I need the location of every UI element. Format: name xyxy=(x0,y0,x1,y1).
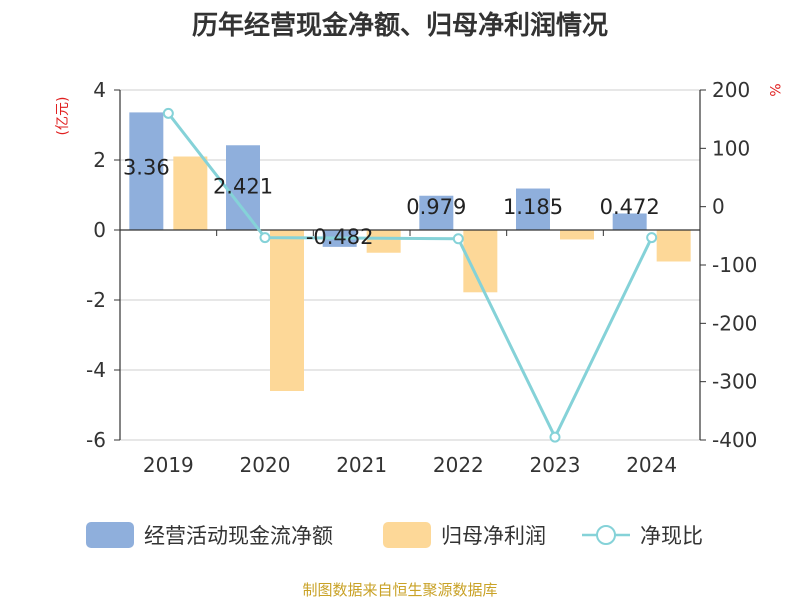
data-label-cashflow: -0.482 xyxy=(306,225,374,249)
x-tick-label: 2023 xyxy=(530,453,581,477)
y2-tick-label: 0 xyxy=(712,195,725,219)
data-label-cashflow: 0.472 xyxy=(600,195,660,219)
y-tick-label: -2 xyxy=(86,288,106,312)
bar-cashflow xyxy=(129,112,164,230)
data-label-cashflow: 1.185 xyxy=(503,195,563,219)
left-axis-unit: (亿元) xyxy=(55,97,71,136)
bar-net-profit xyxy=(656,230,691,262)
data-labels: 3.36 2.421 -0.482 0.979 1.185 0.472 xyxy=(123,155,660,249)
y2-tick-label: -100 xyxy=(712,253,757,277)
y2-tick-label: 100 xyxy=(712,136,750,160)
y2-tick-label: 200 xyxy=(712,78,750,102)
y2-tick-label: -400 xyxy=(712,428,757,452)
chart-title: 历年经营现金净额、归母净利润情况 xyxy=(192,10,608,41)
data-label-cashflow: 2.421 xyxy=(213,174,273,198)
legend-label: 经营活动现金流净额 xyxy=(144,524,333,548)
ratio-point xyxy=(259,232,271,244)
x-tick-label: 2019 xyxy=(143,453,194,477)
ratio-point xyxy=(646,232,658,244)
bar-net-profit xyxy=(560,230,594,240)
bar-cashflow xyxy=(226,145,260,230)
ratio-point xyxy=(162,107,174,119)
legend-swatch xyxy=(86,522,134,548)
axes: -6 -4 -2 0 2 4 -400 -300 -200 -100 0 100 200 2019 2020… xyxy=(86,78,757,477)
bars xyxy=(129,112,691,391)
legend-label: 归母净利润 xyxy=(441,524,546,548)
y-tick-label: 0 xyxy=(93,218,106,242)
y-tick-label: -4 xyxy=(86,358,106,382)
y-tick-label: -6 xyxy=(86,428,106,452)
data-label-cashflow: 0.979 xyxy=(406,195,466,219)
legend-swatch-marker xyxy=(596,525,616,545)
y2-tick-label: -200 xyxy=(712,311,757,335)
y2-tick-label: -300 xyxy=(712,370,757,394)
bar-cashflow xyxy=(419,195,454,230)
ratio-point xyxy=(452,233,464,245)
legend: 经营活动现金流净额 归母净利润 净现比 xyxy=(86,522,703,548)
bar-net-profit xyxy=(366,230,401,253)
right-axis-unit: % xyxy=(766,83,782,96)
y-tick-label: 4 xyxy=(93,78,106,102)
bar-net-profit xyxy=(173,156,208,230)
source-note: 制图数据来自恒生聚源数据库 xyxy=(302,581,497,599)
bar-net-profit xyxy=(270,230,304,391)
y-tick-label: 2 xyxy=(93,148,106,172)
x-tick-label: 2024 xyxy=(626,453,677,477)
x-tick-label: 2022 xyxy=(433,453,484,477)
data-label-cashflow: 3.36 xyxy=(123,155,170,179)
legend-label: 净现比 xyxy=(640,524,703,548)
ratio-line xyxy=(162,107,658,443)
ratio-point xyxy=(549,431,561,443)
x-tick-label: 2020 xyxy=(240,453,291,477)
x-tick-label: 2021 xyxy=(336,453,387,477)
grid-lines xyxy=(120,89,700,441)
legend-swatch xyxy=(383,522,431,548)
bar-cashflow xyxy=(612,213,647,230)
bar-cashflow xyxy=(516,188,550,230)
